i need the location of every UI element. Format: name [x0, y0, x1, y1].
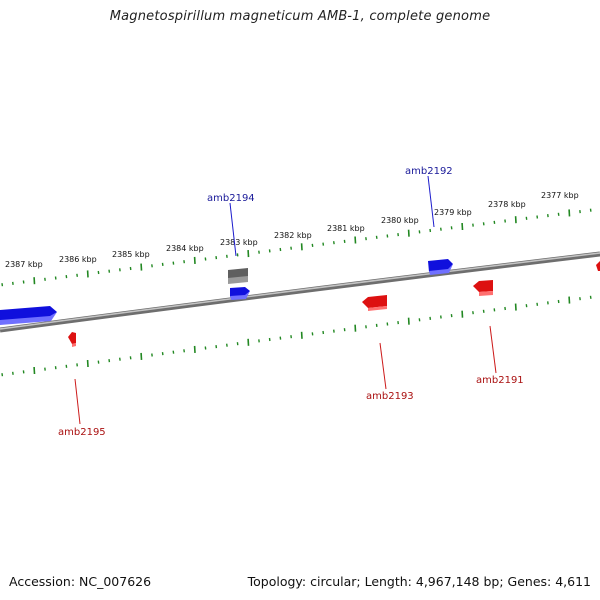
tick-label-2380: 2380 kbp — [381, 216, 419, 225]
gene-label-amb2191[interactable]: amb2191 — [476, 375, 524, 386]
genome-backbone — [0, 251, 600, 333]
leader-amb2195 — [74, 378, 81, 425]
map-title: Magnetospirillum magneticum AMB-1, compl… — [109, 9, 491, 24]
outer-scale-ring — [1, 208, 592, 287]
genome-summary-label: Topology: circular; Length: 4,967,148 bp… — [247, 574, 591, 589]
tick-label-2383: 2383 kbp — [220, 238, 258, 247]
tick-label-2385: 2385 kbp — [112, 250, 150, 259]
tick-label-2377: 2377 kbp — [541, 191, 579, 200]
gene-label-amb2192[interactable]: amb2192 — [405, 166, 453, 177]
gene-label-amb2195[interactable]: amb2195 — [58, 427, 106, 438]
tick-label-2381: 2381 kbp — [327, 224, 365, 233]
leader-amb2194 — [229, 202, 237, 257]
accession-label: Accession: NC_007626 — [9, 574, 152, 589]
gene-amb2194-feature[interactable] — [228, 268, 250, 300]
gene-amb2191-arrow[interactable] — [473, 280, 493, 296]
leader-amb2192 — [427, 175, 435, 228]
inner-scale-ring — [1, 295, 592, 377]
gene-amb2192-arrow[interactable] — [428, 259, 453, 275]
leader-amb2191 — [489, 325, 497, 374]
tick-label-2382: 2382 kbp — [274, 231, 312, 240]
genome-backbone-highlight — [0, 252, 600, 330]
scale-labels: 2387 kbp 2386 kbp 2385 kbp 2384 kbp 2383… — [5, 191, 579, 269]
gene-label-amb2193[interactable]: amb2193 — [366, 391, 414, 402]
gene-amb2194-arrow[interactable] — [230, 287, 250, 297]
tick-label-2386: 2386 kbp — [59, 255, 97, 264]
gene-amb2195-arrow[interactable] — [68, 332, 76, 347]
tick-label-2378: 2378 kbp — [488, 200, 526, 209]
gene-left-forward-arrow[interactable] — [0, 306, 57, 325]
gene-label-amb2194[interactable]: amb2194 — [207, 193, 255, 204]
tick-label-2379: 2379 kbp — [434, 208, 472, 217]
gene-right-reverse-arrow[interactable] — [596, 261, 600, 271]
tick-label-2384: 2384 kbp — [166, 244, 204, 253]
leader-amb2193 — [379, 342, 387, 390]
gene-amb2193-arrow[interactable] — [362, 295, 387, 311]
tick-label-2387: 2387 kbp — [5, 260, 43, 269]
